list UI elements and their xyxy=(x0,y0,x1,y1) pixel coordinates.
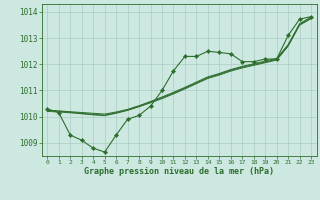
X-axis label: Graphe pression niveau de la mer (hPa): Graphe pression niveau de la mer (hPa) xyxy=(84,167,274,176)
